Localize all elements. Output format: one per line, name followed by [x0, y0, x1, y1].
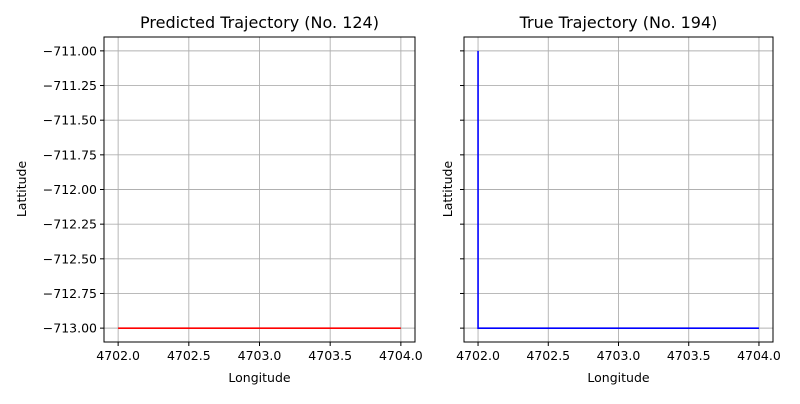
predicted-x-tick-label-4: 4704.0	[379, 348, 423, 363]
predicted-y-tick-label-3: −711.75	[43, 147, 97, 162]
true-trajectory-line-0	[477, 50, 759, 329]
predicted-y-tick-label-7: −712.75	[43, 286, 97, 301]
predicted-x-tick-label-1: 4702.5	[167, 348, 211, 363]
predicted-y-tick-label-8: −713.00	[43, 321, 97, 336]
predicted-y-tick-label-0: −711.00	[43, 43, 97, 58]
predicted-y-tick-label-4: −712.00	[43, 182, 97, 197]
predicted-y-tick-label-1: −711.25	[43, 78, 97, 93]
predicted-x-tick-label-2: 4703.0	[238, 348, 282, 363]
true-x-tick-label-0: 4702.0	[456, 348, 500, 363]
predicted-y-axis-label: Lattitude	[14, 161, 29, 218]
predicted-trajectory-panel: Predicted Trajectory (No. 124) Longitude…	[14, 13, 423, 385]
predicted-plot-area: 4702.0 4702.5 4703.0 4703.5 4704.0 −711.00 −71…	[43, 36, 423, 363]
predicted-x-axis-label: Longitude	[228, 370, 290, 385]
predicted-y-tick-label-2: −711.50	[43, 113, 97, 128]
true-x-tick-label-3: 4703.5	[667, 348, 711, 363]
predicted-y-tick-label-5: −712.25	[43, 217, 97, 232]
predicted-x-tick-label-3: 4703.5	[308, 348, 352, 363]
true-chart-title: True Trajectory (No. 194)	[519, 13, 718, 32]
true-x-tick-label-4: 4704.0	[737, 348, 781, 363]
true-plot-area: 4702.0 4702.5 4703.0 4703.5 4704.0	[456, 36, 781, 363]
predicted-x-tick-label-0: 4702.0	[96, 348, 140, 363]
true-x-axis-label: Longitude	[587, 370, 649, 385]
true-x-tick-label-1: 4702.5	[526, 348, 570, 363]
true-y-axis-label: Lattitude	[440, 161, 455, 218]
true-trajectory-panel: True Trajectory (No. 194) Longitude Latt…	[440, 13, 781, 385]
predicted-chart-title: Predicted Trajectory (No. 124)	[140, 13, 379, 32]
predicted-y-tick-label-6: −712.50	[43, 251, 97, 266]
true-x-tick-label-2: 4703.0	[597, 348, 641, 363]
